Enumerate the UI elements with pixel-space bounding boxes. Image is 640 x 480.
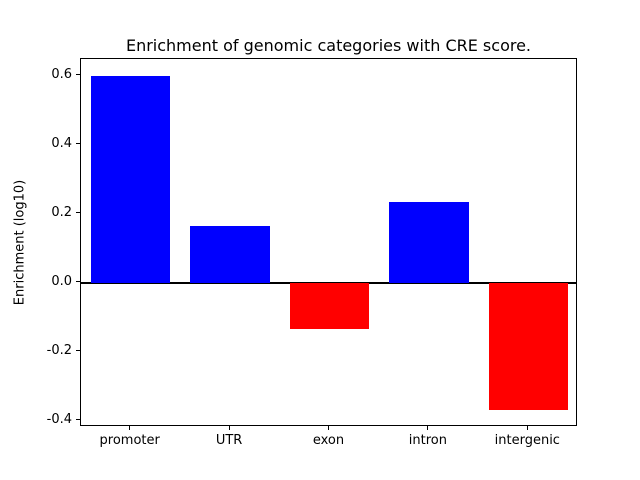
y-tick-label: -0.2 <box>46 342 72 358</box>
x-tick-mark <box>228 426 230 430</box>
y-tick-mark <box>76 350 80 352</box>
bar-promoter <box>90 75 171 283</box>
x-tick-label-exon: exon <box>312 433 345 448</box>
y-tick-label: 0.2 <box>51 204 72 220</box>
x-tick-label-intergenic: intergenic <box>494 433 560 448</box>
y-tick-label: 0.6 <box>51 66 72 82</box>
plot-area <box>80 58 577 426</box>
y-tick-mark <box>76 212 80 214</box>
x-tick-label-UTR: UTR <box>215 433 243 448</box>
bar-UTR <box>190 225 270 283</box>
y-tick-mark <box>76 143 80 145</box>
y-axis-label: Enrichment (log10) <box>12 179 28 306</box>
x-tick-mark <box>129 426 131 430</box>
x-tick-mark <box>427 426 429 430</box>
y-tick-mark <box>76 419 80 421</box>
y-tick-label: 0.4 <box>51 135 72 151</box>
chart-title: Enrichment of genomic categories with CR… <box>125 36 532 55</box>
x-tick-label-intron: intron <box>408 433 447 448</box>
bar-exon <box>289 282 370 330</box>
bar-intron <box>389 201 469 283</box>
bar-intergenic <box>488 282 569 411</box>
y-tick-mark <box>76 74 80 76</box>
x-tick-mark <box>526 426 528 430</box>
y-tick-mark <box>76 281 80 283</box>
x-tick-label-promoter: promoter <box>99 433 160 448</box>
y-tick-label: -0.4 <box>46 411 72 427</box>
y-tick-label: 0.0 <box>51 273 72 289</box>
x-tick-mark <box>328 426 329 430</box>
